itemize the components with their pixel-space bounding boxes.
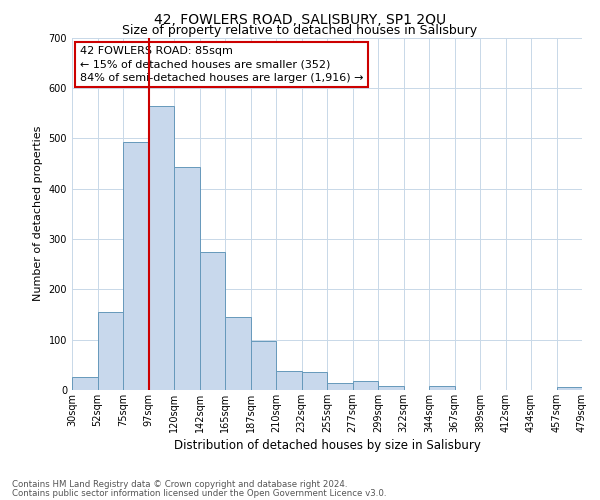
Bar [429, 386, 455, 390]
Bar [225, 317, 251, 390]
Text: Size of property relative to detached houses in Salisbury: Size of property relative to detached ho… [122, 24, 478, 37]
Bar [123, 142, 149, 390]
Text: Contains public sector information licensed under the Open Government Licence v3: Contains public sector information licen… [12, 488, 386, 498]
Bar [199, 252, 225, 390]
Bar [557, 388, 582, 390]
X-axis label: Distribution of detached houses by size in Salisbury: Distribution of detached houses by size … [173, 439, 481, 452]
Bar [251, 340, 276, 390]
Text: 42 FOWLERS ROAD: 85sqm
← 15% of detached houses are smaller (352)
84% of semi-de: 42 FOWLERS ROAD: 85sqm ← 15% of detached… [80, 46, 363, 82]
Bar [378, 386, 404, 390]
Y-axis label: Number of detached properties: Number of detached properties [33, 126, 43, 302]
Text: 42, FOWLERS ROAD, SALISBURY, SP1 2QU: 42, FOWLERS ROAD, SALISBURY, SP1 2QU [154, 12, 446, 26]
Bar [72, 378, 97, 390]
Bar [97, 312, 123, 390]
Bar [149, 106, 174, 390]
Bar [353, 382, 378, 390]
Bar [174, 167, 199, 390]
Bar [302, 372, 327, 390]
Bar [276, 372, 302, 390]
Bar [327, 384, 353, 390]
Text: Contains HM Land Registry data © Crown copyright and database right 2024.: Contains HM Land Registry data © Crown c… [12, 480, 347, 489]
